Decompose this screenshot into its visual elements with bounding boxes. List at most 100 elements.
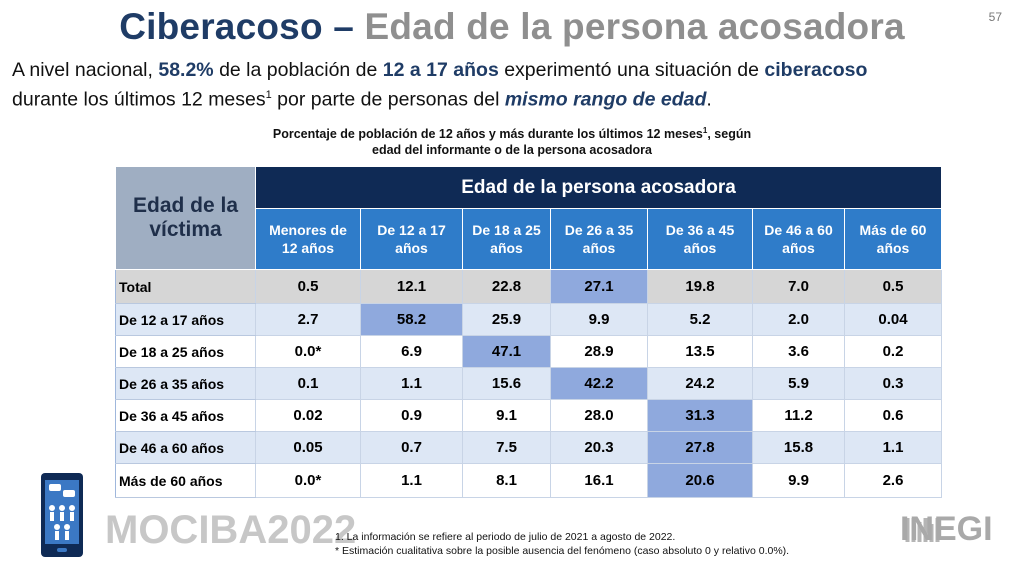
intro-pct: 58.2% xyxy=(158,59,214,81)
row-label: De 46 a 60 años xyxy=(115,431,256,464)
column-header-line: años xyxy=(876,240,910,256)
table-row: Total 0.5 12.1 22.8 27.1 19.8 7.0 0.5 xyxy=(115,269,943,304)
table-row: De 46 a 60 años 0.05 0.7 7.5 20.3 27.8 15.8 1.1 xyxy=(115,431,943,464)
table-cell: 15.8 xyxy=(752,431,845,464)
column-header: Más de 60 años xyxy=(843,208,943,270)
column-header-line: Más de 60 xyxy=(859,222,927,238)
inegi-logo-icon xyxy=(905,518,940,542)
table-cell: 0.2 xyxy=(843,335,943,368)
highlighted-cell: 58.2 xyxy=(360,303,463,336)
table-row: Más de 60 años 0.0* 1.1 8.1 16.1 20.6 9.9 2.6 xyxy=(115,463,943,498)
caption-line1-end: , según xyxy=(707,127,752,142)
page-number: 57 xyxy=(988,10,1002,24)
table-caption: Porcentaje de población de 12 años y más… xyxy=(0,123,1024,158)
highlighted-cell: 27.1 xyxy=(550,269,648,304)
table-cell: 22.8 xyxy=(462,269,551,304)
column-header-line: años xyxy=(490,240,523,256)
table-cell: 7.5 xyxy=(462,431,551,464)
column-header-line: De 12 a 17 xyxy=(377,222,446,238)
column-header-line: Menores de xyxy=(269,222,347,238)
table-cell: 0.1 xyxy=(255,367,361,400)
column-header-line: años xyxy=(683,240,717,256)
table-cell: 5.9 xyxy=(752,367,845,400)
intro-text: A nivel nacional, xyxy=(12,59,159,81)
column-header: De 18 a 25 años xyxy=(462,208,551,270)
column-header-line: años xyxy=(782,240,815,256)
intro-footnote-ref: 1 xyxy=(265,89,272,101)
table-cell: 19.8 xyxy=(647,269,753,304)
row-label: De 26 a 35 años xyxy=(115,367,256,400)
highlighted-cell: 20.6 xyxy=(647,463,753,498)
highlighted-cell: 31.3 xyxy=(647,399,753,432)
column-header: De 36 a 45 años xyxy=(647,208,753,270)
corner-header: Edad de la víctima xyxy=(115,166,256,270)
column-header-line: De 46 a 60 xyxy=(764,222,833,238)
caption-line1: Porcentaje de población de 12 años y más… xyxy=(272,127,703,142)
table-cell: 0.9 xyxy=(360,399,463,432)
footnotes: 1. La información se refiere al periodo … xyxy=(335,530,789,558)
row-label: De 36 a 45 años xyxy=(115,399,256,432)
group-header: Edad de la persona acosadora xyxy=(254,166,943,209)
column-header-line: años xyxy=(582,240,616,256)
table-cell: 2.0 xyxy=(752,303,845,336)
intro-text: por parte de personas del xyxy=(271,88,505,111)
table-row: De 18 a 25 años 0.0* 6.9 47.1 28.9 13.5 3.6 0.2 xyxy=(115,335,943,368)
footnote-asterisk: * Estimación cualitativa sobre la posibl… xyxy=(335,545,790,557)
column-header: De 12 a 17 años xyxy=(360,208,463,270)
table-cell: 1.1 xyxy=(843,431,943,464)
table-cell: 2.7 xyxy=(255,303,361,336)
column-header-line: años xyxy=(395,240,428,256)
table-cell: 9.9 xyxy=(752,463,845,498)
table-cell: 0.05 xyxy=(255,431,361,464)
table-cell: 9.1 xyxy=(462,399,551,432)
intro-paragraph: A nivel nacional, 58.2% de la población … xyxy=(12,58,1012,113)
column-header: Menores de 12 años xyxy=(255,208,361,270)
intro-text: experimentó una situación de xyxy=(498,59,765,81)
table-cell: 20.3 xyxy=(550,431,648,464)
highlighted-cell: 27.8 xyxy=(647,431,753,464)
table-cell: 9.9 xyxy=(550,303,648,336)
table-row: De 26 a 35 años 0.1 1.1 15.6 42.2 24.2 5.9 0.3 xyxy=(115,367,943,400)
column-header-line: De 18 a 25 xyxy=(472,222,541,238)
table-cell: 0.04 xyxy=(843,303,943,336)
table-cell: 25.9 xyxy=(462,303,551,336)
page-title: Ciberacoso – Edad de la persona acosador… xyxy=(0,6,1024,48)
table-cell: 6.9 xyxy=(360,335,463,368)
table-cell: 0.0* xyxy=(255,335,361,368)
intro-text: de la población de xyxy=(213,59,383,81)
title-sub: Edad de la persona acosadora xyxy=(364,6,905,47)
data-table: Edad de la víctima Edad de la persona aco… xyxy=(115,166,943,498)
highlighted-cell: 42.2 xyxy=(550,367,648,400)
table-cell: 2.6 xyxy=(843,463,943,498)
intro-same-range: mismo rango de edad xyxy=(504,88,707,111)
highlighted-cell: 47.1 xyxy=(462,335,551,368)
table-cell: 0.6 xyxy=(843,399,943,432)
table-cell: 5.2 xyxy=(647,303,753,336)
title-main: Ciberacoso – xyxy=(119,6,355,47)
caption-line2: edad del informante o de la persona acos… xyxy=(372,143,652,158)
table-cell: 3.6 xyxy=(752,335,845,368)
table-cell: 0.3 xyxy=(843,367,943,400)
table-cell: 13.5 xyxy=(647,335,753,368)
intro-age: 12 a 17 años xyxy=(382,59,499,81)
column-header-line: De 36 a 45 xyxy=(665,222,735,238)
table-cell: 11.2 xyxy=(752,399,845,432)
table-cell: 0.0* xyxy=(255,463,361,498)
column-header-line: De 26 a 35 xyxy=(564,222,634,238)
table-cell: 1.1 xyxy=(360,463,463,498)
table-cell: 12.1 xyxy=(360,269,463,304)
row-label: De 12 a 17 años xyxy=(115,303,256,336)
table-cell: 0.5 xyxy=(255,269,361,304)
table-cell: 7.0 xyxy=(752,269,845,304)
column-header-line: 12 años xyxy=(281,240,335,256)
inegi-logo-text: INEGI xyxy=(900,510,993,548)
intro-text: durante los últimos 12 meses xyxy=(12,88,266,111)
table-cell: 28.9 xyxy=(550,335,648,368)
intro-text: . xyxy=(706,88,712,111)
table-cell: 15.6 xyxy=(462,367,551,400)
table-cell: 8.1 xyxy=(462,463,551,498)
table-cell: 28.0 xyxy=(550,399,648,432)
column-header: De 26 a 35 años xyxy=(550,208,648,270)
table-cell: 16.1 xyxy=(550,463,648,498)
row-label: Más de 60 años xyxy=(115,463,256,498)
